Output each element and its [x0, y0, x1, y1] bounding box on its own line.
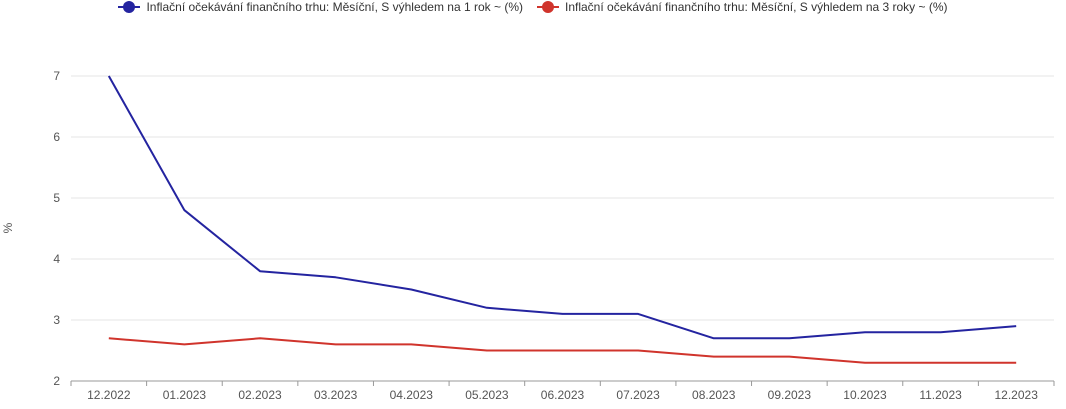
- y-tick-label: 4: [53, 252, 60, 266]
- chart-legend: Inflační očekávání finančního trhu: Měsí…: [0, 0, 1066, 15]
- x-tick-label: 01.2023: [163, 388, 207, 402]
- y-tick-label: 2: [53, 374, 60, 388]
- y-axis-label: %: [1, 222, 15, 233]
- legend-swatch-series-2: [537, 1, 559, 13]
- series-lines: [107, 75, 1017, 364]
- x-tick-label: 08.2023: [692, 388, 736, 402]
- series-line-1[interactable]: [107, 75, 1017, 340]
- axes: 2 3 4 5 6 7 12.2022 01.2023 02.2023 03.2023 04.202…: [53, 69, 1055, 402]
- x-tick-label: 06.2023: [541, 388, 585, 402]
- y-tick-label: 6: [53, 130, 60, 144]
- x-tick-label: 09.2023: [768, 388, 812, 402]
- y-tick-label: 3: [53, 313, 60, 327]
- x-tick-label: 12.2022: [87, 388, 131, 402]
- legend-label-series-1: Inflační očekávání finančního trhu: Měsí…: [146, 0, 523, 14]
- x-tick-label: 04.2023: [390, 388, 434, 402]
- x-tick-label: 11.2023: [919, 388, 962, 402]
- y-tick-label: 7: [53, 69, 60, 83]
- x-tick-label: 03.2023: [314, 388, 358, 402]
- x-tick-label: 05.2023: [465, 388, 509, 402]
- legend-swatch-series-1: [118, 1, 141, 13]
- x-tick-label: 10.2023: [843, 388, 887, 402]
- y-tick-label: 5: [53, 191, 60, 205]
- gridlines: [71, 75, 1054, 321]
- x-tick-label: 07.2023: [616, 388, 660, 402]
- x-tick-label: 12.2023: [994, 388, 1038, 402]
- legend-item-series-1[interactable]: Inflační očekávání finančního trhu: Měsí…: [118, 0, 523, 15]
- legend-item-series-2[interactable]: Inflační očekávání finančního trhu: Měsí…: [537, 0, 948, 15]
- series-line-2[interactable]: [108, 337, 1017, 364]
- x-tick-label: 02.2023: [238, 388, 282, 402]
- legend-label-series-2: Inflační očekávání finančního trhu: Měsí…: [565, 0, 948, 14]
